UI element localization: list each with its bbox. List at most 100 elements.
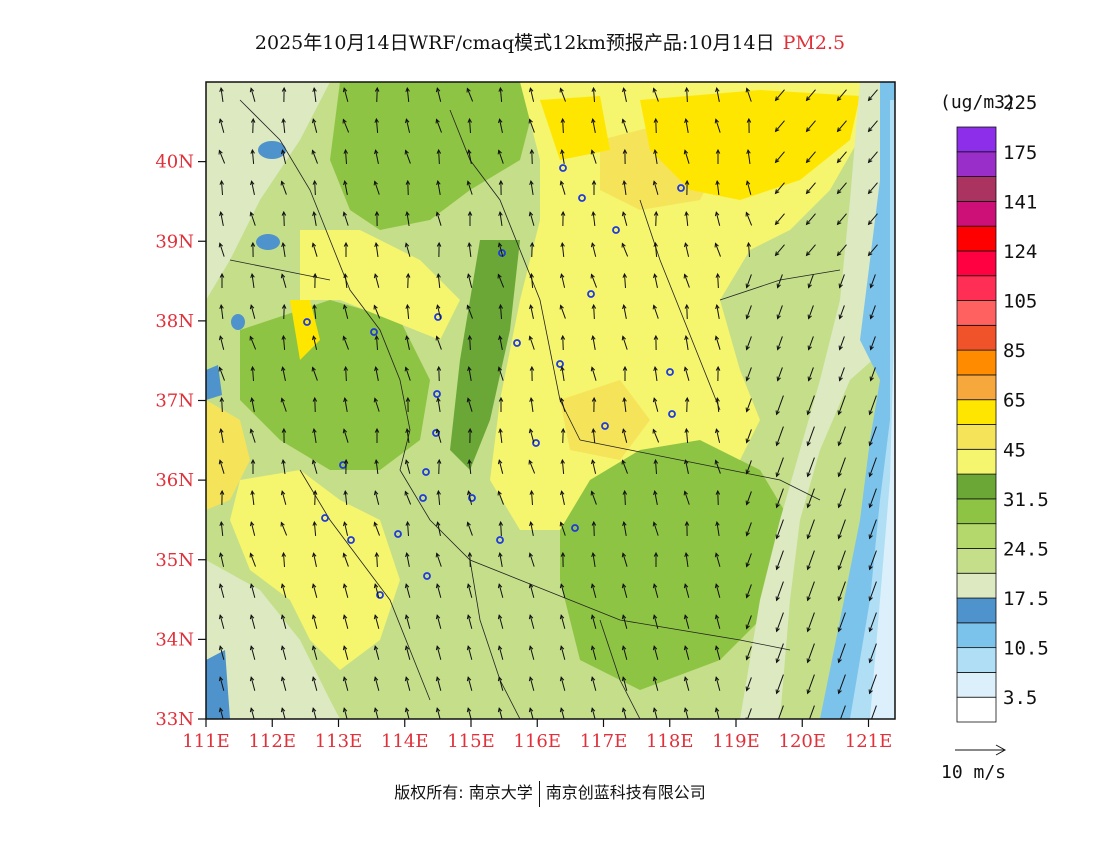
wind-arrowhead: [559, 87, 564, 93]
wind-arrow: [560, 305, 566, 319]
wind-arrow: [560, 398, 566, 412]
wind-arrowhead: [622, 304, 627, 310]
wind-arrowhead: [405, 335, 410, 341]
wind-arrowhead: [281, 86, 287, 92]
wind-arrowhead: [622, 272, 628, 278]
wind-arrowhead: [343, 148, 349, 154]
wind-arrowhead: [466, 707, 472, 713]
wind-arrowhead: [405, 303, 410, 309]
wind-arrowhead: [373, 521, 378, 527]
colorbar-swatch: [956, 275, 997, 301]
title-text: 2025年10月14日WRF/cmaq模式12km预报产品:10月14日: [254, 32, 775, 54]
wind-arrowhead: [653, 365, 658, 372]
wind-arrow: [746, 677, 752, 691]
wind-arrow: [746, 615, 752, 629]
wind-arrow: [622, 553, 628, 567]
wind-arrowhead: [775, 410, 780, 416]
lat-label: 33N: [155, 709, 194, 730]
wind-arrow: [837, 213, 847, 225]
wind-arrowhead: [621, 211, 627, 217]
wind-arrowhead: [869, 283, 874, 289]
wind-arrowhead: [560, 149, 565, 155]
wind-arrowhead: [435, 335, 440, 341]
wind-arrowhead: [405, 86, 410, 92]
wind-arrowhead: [806, 565, 811, 571]
wind-arrow: [343, 677, 349, 691]
wind-arrow: [530, 522, 534, 536]
wind-arrowhead: [590, 583, 596, 589]
wind-arrowhead: [466, 645, 472, 651]
longitude-axis: 111E 112E 113E 114E 115E 116E 117E 118E 119E 120E…: [182, 719, 892, 752]
wind-arrow: [468, 150, 472, 164]
wind-arrowhead: [343, 458, 349, 464]
wind-arrow: [591, 677, 597, 691]
wind-arrow: [281, 708, 286, 719]
wind-arrow: [498, 646, 504, 660]
wind-arrow: [281, 584, 287, 598]
wind-arrow: [281, 491, 287, 505]
wind-arrow: [219, 243, 225, 257]
wind-arrow: [560, 88, 566, 102]
wind-arrowhead: [280, 614, 286, 620]
wind-arrowhead: [622, 521, 627, 527]
wind-arrowhead: [404, 645, 410, 651]
wind-arrowhead: [249, 707, 255, 713]
map-title: 2025年10月14日WRF/cmaq模式12km预报产品:10月14日 PM2.…: [0, 28, 1100, 55]
wind-arrowhead: [591, 303, 597, 309]
wind-arrow: [406, 553, 410, 567]
wind-arrow: [622, 646, 628, 660]
wind-arrowhead: [312, 86, 317, 92]
wind-arrow: [653, 398, 659, 412]
wind-arrowhead: [621, 242, 626, 248]
high-band-channel: [450, 240, 520, 470]
wind-arrowhead: [774, 127, 780, 133]
lon-label: 118E: [646, 731, 694, 752]
wind-arrow: [684, 677, 690, 691]
wind-arrowhead: [311, 366, 316, 372]
wind-arrowhead: [218, 676, 224, 682]
wind-arrow: [560, 181, 566, 195]
colorbar-swatch: [956, 597, 997, 624]
wind-arrowhead: [559, 645, 565, 651]
wind-arrow: [870, 367, 876, 381]
wind-arrowhead: [591, 551, 596, 558]
wind-arrow: [498, 708, 503, 719]
wind-arrowhead: [775, 596, 780, 602]
wind-arrowhead: [466, 304, 471, 310]
wind-arrow: [467, 491, 473, 505]
wind-arrowhead: [343, 180, 348, 186]
wind-arrow: [344, 181, 348, 195]
wind-arrowhead: [683, 490, 688, 496]
wind-arrowhead: [528, 87, 534, 93]
wind-arrow: [747, 149, 751, 165]
wind-arrowhead: [311, 118, 317, 124]
wind-arrowhead: [590, 459, 596, 465]
wind-arrow: [375, 150, 379, 164]
wind-arrow: [715, 119, 721, 133]
wind-arrowhead: [281, 117, 286, 123]
wind-arrow: [529, 615, 535, 629]
wind-arrowhead: [280, 583, 286, 589]
wind-arrowhead: [249, 304, 255, 310]
wind-arrowhead: [218, 707, 224, 713]
wind-arrow: [746, 181, 752, 195]
wind-arrowhead: [529, 521, 534, 527]
wind-arrowhead: [374, 86, 380, 92]
wind-arrow: [871, 705, 877, 719]
wind-arrowhead: [405, 179, 411, 185]
wind-arrowhead: [374, 366, 379, 372]
wind-arrowhead: [774, 96, 780, 102]
wind-arrowhead: [653, 241, 658, 247]
wind-arrow: [623, 88, 627, 102]
wind-arrowhead: [560, 551, 566, 557]
lon-label: 114E: [381, 731, 429, 752]
wind-arrow: [807, 488, 815, 508]
lat-label: 35N: [155, 550, 194, 571]
wind-arrowhead: [497, 707, 503, 713]
colorbar-swatch: [956, 200, 997, 227]
wind-arrowhead: [249, 335, 254, 341]
wind-arrowhead: [806, 658, 811, 664]
coastal-pale-band: [740, 82, 895, 719]
wind-arrow: [436, 336, 442, 350]
wind-arrowhead: [653, 117, 659, 123]
